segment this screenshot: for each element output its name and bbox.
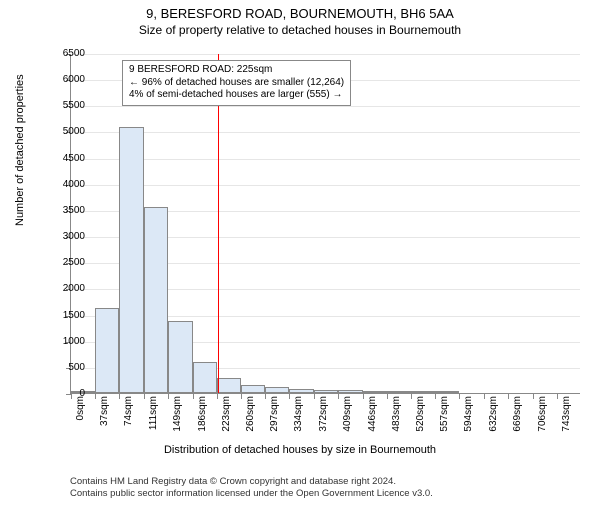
histogram-bar [314,390,338,393]
xtick-mark [411,394,412,399]
xtick-mark [289,394,290,399]
xtick-mark [508,394,509,399]
histogram-bar [338,390,362,393]
xtick-mark [363,394,364,399]
histogram-bar [289,389,314,393]
xtick-mark [168,394,169,399]
xtick-mark [314,394,315,399]
xtick-mark [338,394,339,399]
histogram-bar [241,385,265,393]
histogram-bar [363,391,387,393]
ytick-label: 5500 [45,100,85,111]
xtick-mark [95,394,96,399]
ytick-label: 6500 [45,48,85,59]
xtick-label: 186sqm [197,396,208,436]
ytick-label: 500 [45,362,85,373]
xtick-label: 0sqm [75,396,86,436]
ytick-label: 1000 [45,336,85,347]
histogram-bar [265,387,289,393]
ytick-label: 2000 [45,283,85,294]
ytick-label: 6000 [45,74,85,85]
xtick-mark [119,394,120,399]
xtick-label: 557sqm [439,396,450,436]
histogram-bar [193,362,217,393]
histogram-bar [144,207,169,393]
xtick-mark [484,394,485,399]
ytick-label: 4500 [45,153,85,164]
gridline [71,159,580,160]
ytick-label: 3500 [45,205,85,216]
xtick-mark [387,394,388,399]
footer-line-2: Contains public sector information licen… [70,488,433,500]
gridline [71,132,580,133]
annotation-line-3: 4% of semi-detached houses are larger (5… [129,89,344,102]
ytick-label: 2500 [45,257,85,268]
gridline [71,106,580,107]
ytick-label: 3000 [45,231,85,242]
xtick-mark [144,394,145,399]
xtick-mark [459,394,460,399]
gridline [71,185,580,186]
xtick-mark [241,394,242,399]
histogram-bar [217,378,241,393]
footer-line-1: Contains HM Land Registry data © Crown c… [70,476,433,488]
ytick-label: 0 [45,388,85,399]
xtick-label: 149sqm [172,396,183,436]
xtick-label: 223sqm [221,396,232,436]
xtick-label: 743sqm [561,396,572,436]
ytick-label: 5000 [45,126,85,137]
xtick-label: 632sqm [488,396,499,436]
x-axis-label: Distribution of detached houses by size … [0,444,600,456]
chart-area: 0sqm37sqm74sqm111sqm149sqm186sqm223sqm26… [70,54,580,394]
histogram-bar [387,391,411,393]
xtick-label: 297sqm [269,396,280,436]
xtick-mark [217,394,218,399]
xtick-label: 594sqm [463,396,474,436]
annotation-line-2: ← 96% of detached houses are smaller (12… [129,77,344,90]
chart-title: 9, BERESFORD ROAD, BOURNEMOUTH, BH6 5AA [0,6,600,21]
histogram-bar [168,321,192,393]
histogram-bar [95,308,119,393]
xtick-label: 483sqm [391,396,402,436]
xtick-label: 260sqm [245,396,256,436]
footer-attribution: Contains HM Land Registry data © Crown c… [70,476,433,500]
histogram-bar [411,391,435,393]
xtick-mark [193,394,194,399]
xtick-label: 669sqm [512,396,523,436]
ytick-label: 1500 [45,310,85,321]
y-axis-label: Number of detached properties [14,74,26,226]
xtick-label: 37sqm [99,396,110,436]
ytick-label: 4000 [45,179,85,190]
xtick-label: 372sqm [318,396,329,436]
xtick-label: 706sqm [537,396,548,436]
xtick-label: 520sqm [415,396,426,436]
xtick-label: 111sqm [148,396,159,436]
xtick-label: 446sqm [367,396,378,436]
annotation-box: 9 BERESFORD ROAD: 225sqm ← 96% of detach… [122,60,351,106]
xtick-label: 409sqm [342,396,353,436]
histogram-bar [435,391,459,393]
xtick-mark [435,394,436,399]
xtick-mark [557,394,558,399]
annotation-line-1: 9 BERESFORD ROAD: 225sqm [129,64,344,77]
xtick-label: 74sqm [123,396,134,436]
gridline [71,54,580,55]
histogram-bar [119,127,143,393]
chart-subtitle: Size of property relative to detached ho… [0,23,600,37]
xtick-label: 334sqm [293,396,304,436]
xtick-mark [265,394,266,399]
xtick-mark [533,394,534,399]
